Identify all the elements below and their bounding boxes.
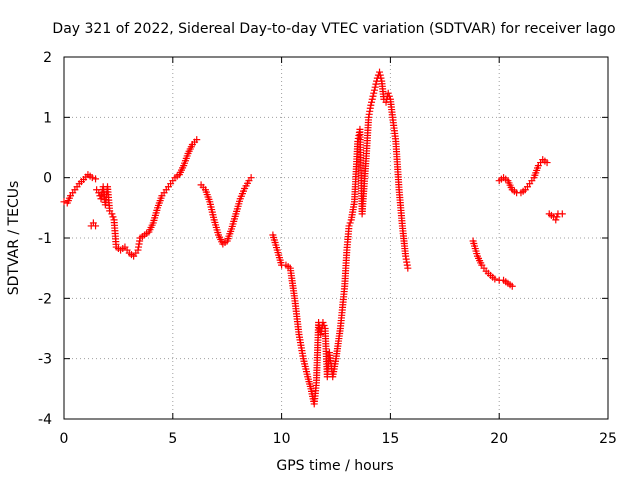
- data-point: [376, 71, 384, 79]
- data-point: [346, 219, 354, 227]
- data-point: [369, 92, 377, 100]
- data-point: [319, 318, 327, 326]
- data-point: [384, 89, 392, 97]
- y-tick-label: -3: [38, 352, 52, 368]
- y-tick-label: 1: [43, 110, 52, 126]
- data-point: [385, 92, 393, 100]
- data-points: [60, 68, 566, 408]
- data-point: [370, 86, 378, 94]
- y-tick-label: -1: [38, 231, 52, 247]
- data-point: [247, 174, 255, 182]
- x-axis-label: GPS time / hours: [276, 458, 393, 474]
- grid-lines: [64, 57, 608, 419]
- y-axis: -4 -3 -2 -1 0 1 2: [38, 50, 608, 428]
- x-tick-label: 25: [599, 431, 617, 447]
- data-point: [370, 89, 378, 97]
- data-point: [558, 210, 566, 218]
- data-point: [367, 101, 375, 109]
- data-point: [368, 98, 376, 106]
- data-point: [376, 68, 384, 76]
- y-tick-label: -4: [38, 412, 52, 428]
- y-axis-label: SDTVAR / TECUs: [6, 181, 22, 296]
- data-point: [552, 216, 560, 224]
- data-point: [193, 136, 201, 144]
- data-point: [108, 210, 116, 218]
- data-point: [372, 80, 380, 88]
- data-point: [508, 282, 516, 290]
- data-point: [543, 159, 551, 167]
- x-tick-label: 15: [381, 431, 399, 447]
- x-axis: 0 5 10 15 20 25: [60, 57, 617, 447]
- data-point: [109, 213, 117, 221]
- data-point: [320, 321, 328, 329]
- data-point: [92, 222, 100, 230]
- data-point: [404, 264, 412, 272]
- data-point: [377, 74, 385, 82]
- y-tick-label: 2: [43, 50, 52, 66]
- y-tick-label: 0: [43, 171, 52, 187]
- data-point: [553, 213, 561, 221]
- y-tick-label: -2: [38, 291, 52, 307]
- data-point: [345, 222, 353, 230]
- x-tick-label: 0: [60, 431, 69, 447]
- x-tick-label: 10: [273, 431, 291, 447]
- data-point: [368, 95, 376, 103]
- data-point: [92, 175, 100, 183]
- data-point: [88, 174, 96, 182]
- chart-title: Day 321 of 2022, Sidereal Day-to-day VTE…: [52, 21, 615, 37]
- x-tick-label: 20: [490, 431, 508, 447]
- data-point: [491, 275, 499, 283]
- data-point: [371, 83, 379, 91]
- data-point: [60, 198, 68, 206]
- x-tick-label: 5: [168, 431, 177, 447]
